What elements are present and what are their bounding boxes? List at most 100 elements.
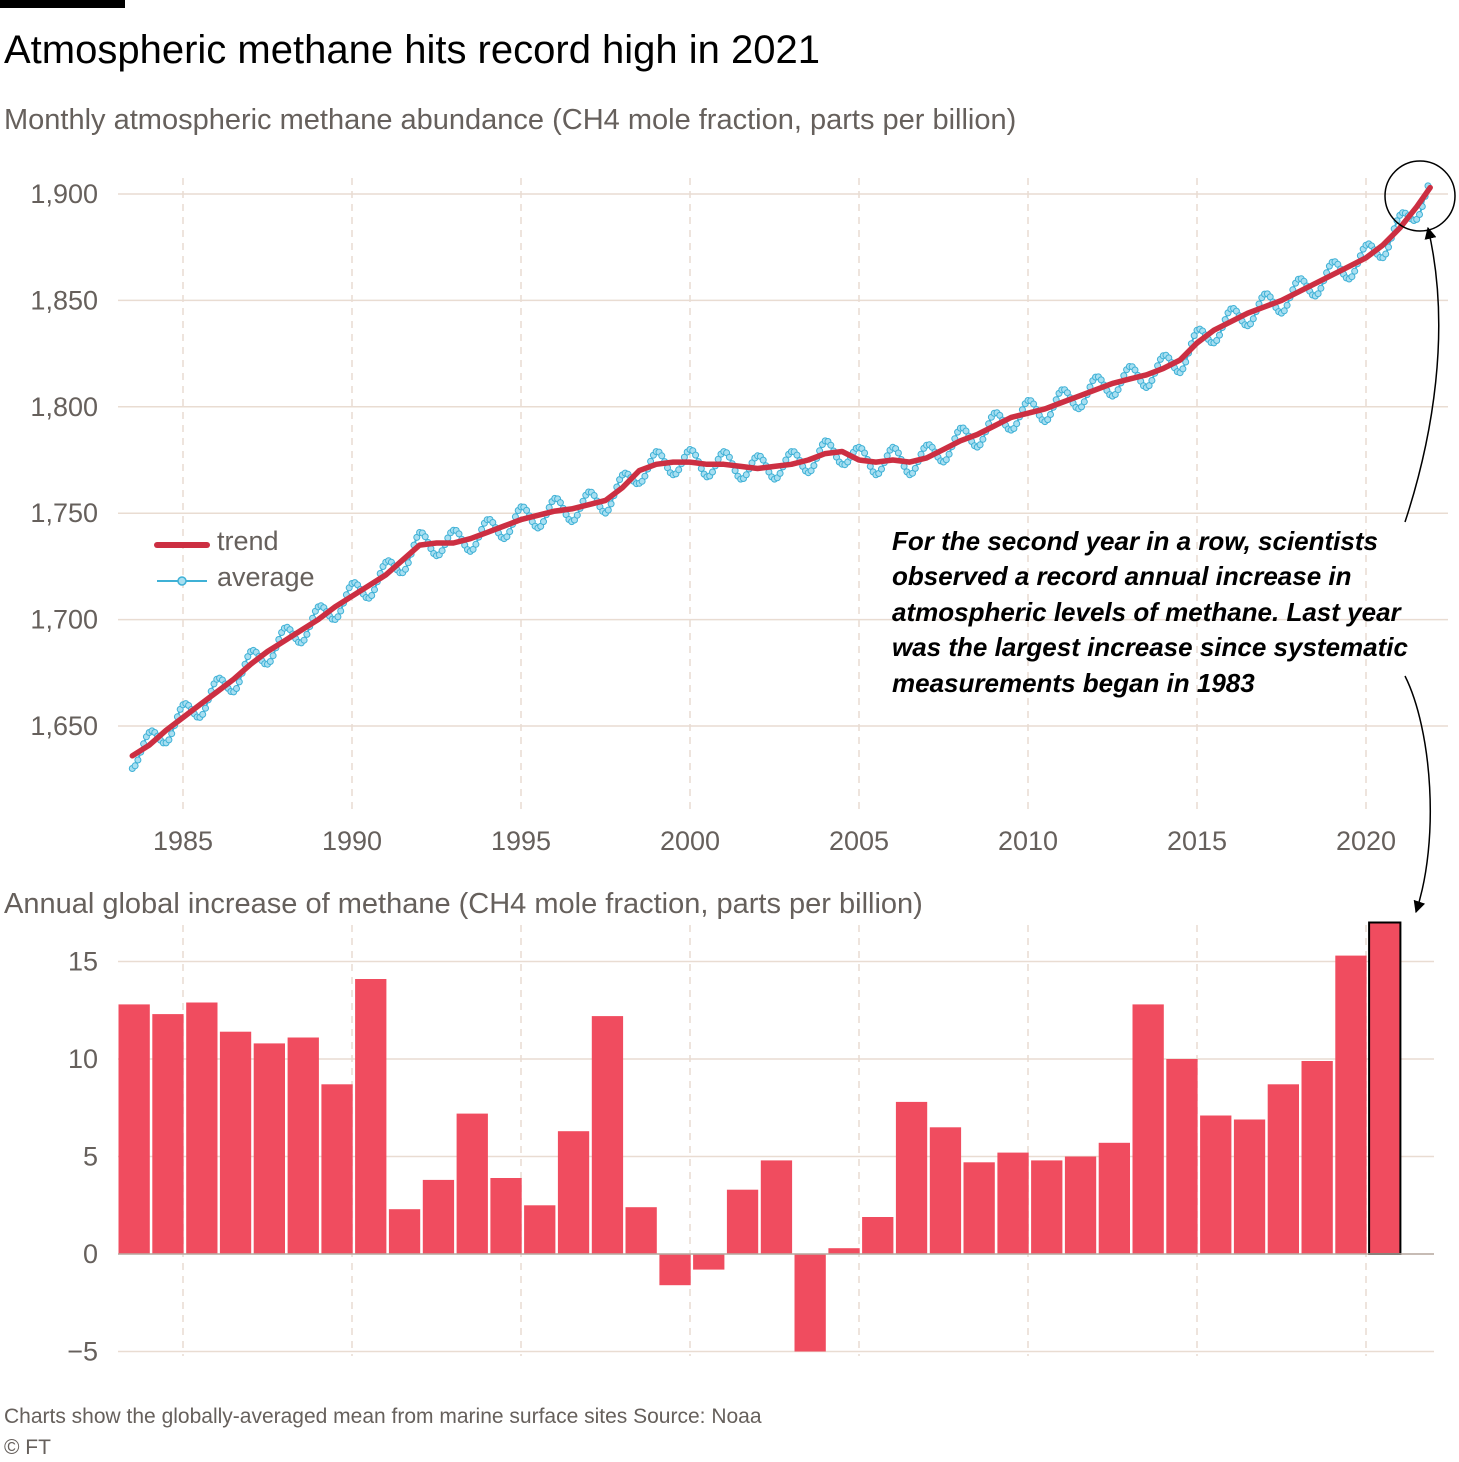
bar (1335, 955, 1367, 1254)
bar (524, 1205, 556, 1255)
line-chart-x-tick-label: 1990 (322, 826, 382, 856)
average-point (540, 518, 547, 526)
average-point (1078, 403, 1085, 411)
top-rule (0, 0, 125, 8)
average-point (1131, 366, 1139, 374)
average-point (1385, 243, 1392, 251)
bar (287, 1037, 319, 1254)
average-point (709, 468, 716, 476)
annotation-line-2: observed a record annual increase in (892, 561, 1352, 591)
line-chart-x-tick-label: 1985 (153, 826, 213, 856)
trend-line (129, 184, 1433, 759)
bar (1064, 1156, 1097, 1254)
line-chart-x-tick-label: 1995 (491, 826, 551, 856)
line-chart-y-tick-label: 1,850 (30, 285, 98, 315)
average-point (878, 465, 885, 473)
average-point (556, 499, 564, 507)
average-point (1382, 250, 1390, 258)
bar (997, 1152, 1029, 1254)
average-point (1182, 358, 1190, 366)
average-point (827, 441, 835, 449)
bar (253, 1043, 285, 1254)
bar (456, 1113, 488, 1254)
average-point (165, 736, 173, 744)
bar (557, 1131, 590, 1254)
bar-chart-bars (118, 921, 1434, 1352)
average-point (523, 506, 531, 514)
average-point (1030, 400, 1038, 408)
bar-chart-y-tick-label: 5 (83, 1142, 98, 1172)
bar (1267, 1084, 1299, 1254)
line-chart-x-tick-label: 2015 (1167, 826, 1227, 856)
average-point (438, 547, 446, 555)
average-point (1148, 377, 1156, 384)
bar (186, 1002, 218, 1254)
average-point (300, 636, 308, 644)
line-chart-grid (118, 178, 1448, 812)
average-point (658, 452, 666, 460)
average-point (202, 704, 209, 712)
average-point (421, 533, 429, 541)
average-point (334, 613, 342, 621)
bar-chart-y-tick-label: −5 (67, 1337, 98, 1367)
average-point (404, 559, 412, 567)
average-point (1247, 320, 1254, 328)
average-point (131, 762, 139, 770)
average-point (303, 630, 311, 638)
average-point (472, 540, 480, 548)
average-point (235, 678, 243, 686)
bar (422, 1179, 455, 1254)
annotation-line-5: measurements began in 1983 (892, 668, 1255, 698)
average-point (1114, 386, 1122, 394)
bar (1031, 1160, 1063, 1254)
average-point (810, 462, 818, 470)
annotation: For the second year in a row, scientists… (892, 160, 1456, 914)
average-point (1249, 315, 1257, 323)
average-point (503, 533, 511, 541)
average-point (1314, 290, 1322, 298)
bar (963, 1162, 995, 1254)
average-point (945, 450, 953, 458)
bar (726, 1189, 759, 1254)
bar (895, 1101, 928, 1254)
line-chart-x-tick-label: 2005 (829, 826, 889, 856)
chart-title: Atmospheric methane hits record high in … (4, 28, 821, 72)
bar-chart-y-axis: −5 0 5 10 15 (67, 947, 98, 1367)
average-point (368, 592, 376, 599)
bar (862, 1217, 894, 1254)
footnote: Charts show the globally-averaged mean f… (4, 1405, 762, 1428)
line-chart-y-tick-label: 1,650 (30, 711, 98, 741)
bar (1166, 1059, 1198, 1254)
bar (659, 1254, 691, 1286)
line-chart-y-axis: 1,650 1,700 1,750 1,800 1,850 1,900 (30, 179, 98, 741)
bar-chart-y-tick-label: 0 (83, 1239, 98, 1269)
bar (388, 1209, 421, 1254)
average-point (1317, 284, 1325, 292)
average-point (573, 511, 581, 519)
bar (321, 1084, 353, 1254)
bar-chart: −5 0 5 10 15 (67, 921, 1434, 1367)
average-point (269, 652, 277, 660)
average-point (1213, 337, 1221, 344)
bar (1200, 1115, 1232, 1254)
average-point (1351, 267, 1359, 275)
bar-chart-y-tick-label: 10 (68, 1044, 98, 1074)
average-point (793, 451, 801, 459)
average-point (1190, 332, 1198, 340)
average-point (134, 756, 142, 764)
average-point (1097, 376, 1105, 384)
bar (118, 1004, 150, 1254)
average-point (199, 710, 207, 718)
average-point (807, 467, 815, 475)
line-chart-x-tick-label: 2010 (998, 826, 1058, 856)
bar-chart-subtitle: Annual global increase of methane (CH4 m… (4, 888, 923, 920)
bar (760, 1160, 793, 1254)
average-point (607, 500, 615, 508)
bar (1132, 1004, 1164, 1254)
average-point (1216, 331, 1223, 339)
annotation-line-1: For the second year in a row, scientists (892, 526, 1378, 556)
line-chart-x-axis: 1985 1990 1995 2000 2005 2010 2015 2020 (153, 826, 1396, 856)
average-point (725, 453, 733, 461)
